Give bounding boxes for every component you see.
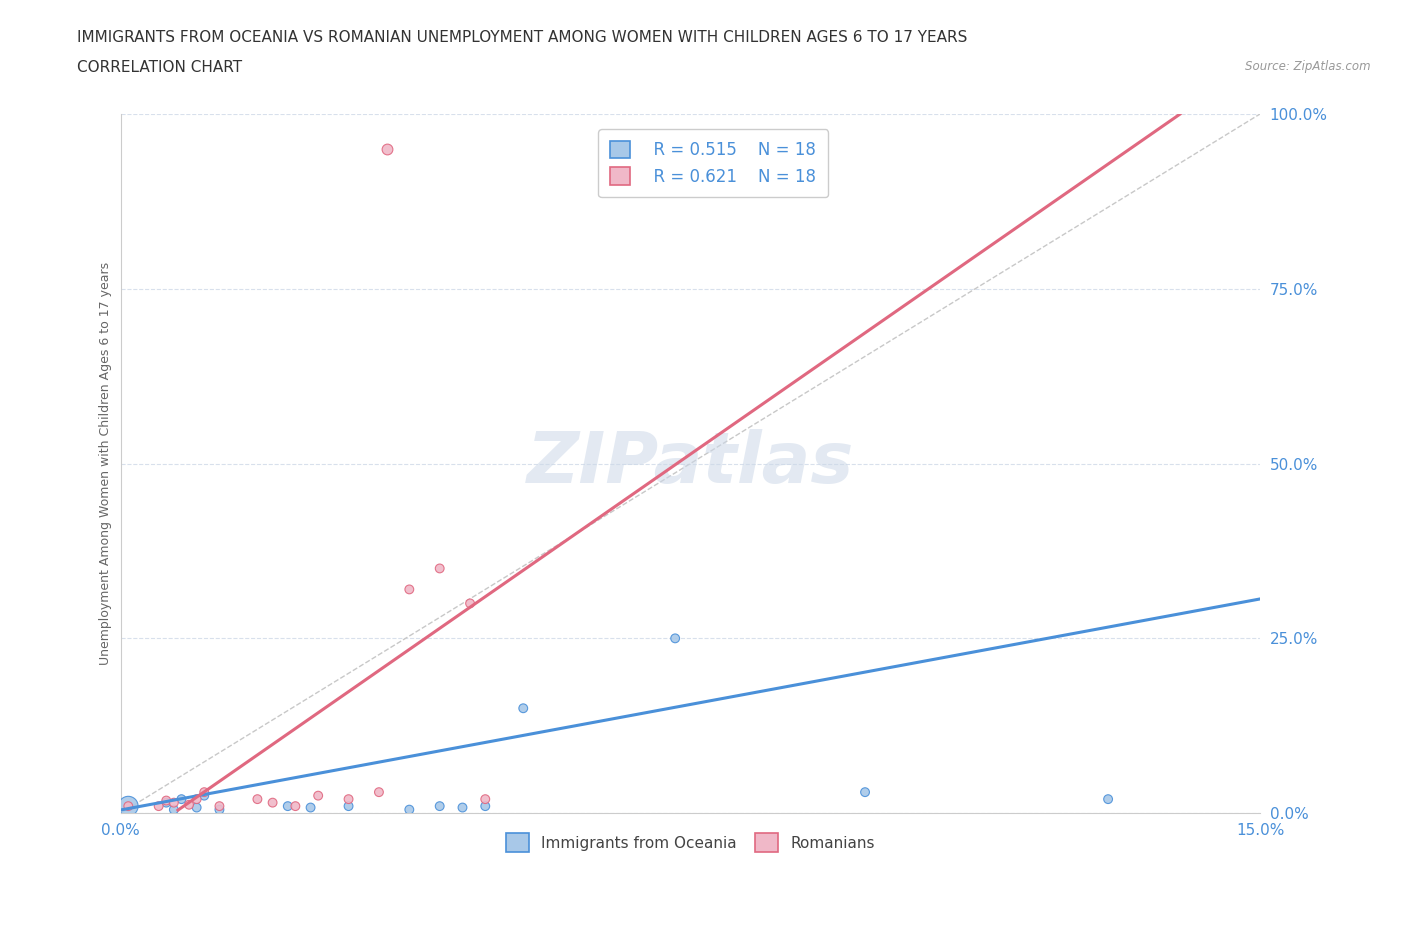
Point <box>458 596 481 611</box>
Point <box>163 795 186 810</box>
Point <box>451 800 474 815</box>
Point <box>186 800 208 815</box>
Point <box>117 799 139 814</box>
Point <box>429 799 451 814</box>
Text: Source: ZipAtlas.com: Source: ZipAtlas.com <box>1246 60 1371 73</box>
Point <box>398 582 420 597</box>
Point <box>262 795 284 810</box>
Point <box>193 789 215 804</box>
Point <box>474 799 496 814</box>
Point <box>246 791 269 806</box>
Point <box>512 701 534 716</box>
Point <box>177 797 200 812</box>
Point <box>155 793 177 808</box>
Point <box>155 795 177 810</box>
Point <box>337 791 360 806</box>
Point <box>1097 791 1119 806</box>
Text: IMMIGRANTS FROM OCEANIA VS ROMANIAN UNEMPLOYMENT AMONG WOMEN WITH CHILDREN AGES : IMMIGRANTS FROM OCEANIA VS ROMANIAN UNEM… <box>77 30 967 45</box>
Point <box>474 791 496 806</box>
Point <box>657 135 679 150</box>
Point <box>208 799 231 814</box>
Point <box>337 799 360 814</box>
Point <box>170 791 193 806</box>
Text: ZIPatlas: ZIPatlas <box>527 429 853 498</box>
Point <box>664 631 686 645</box>
Point <box>375 141 398 156</box>
Point <box>429 561 451 576</box>
Point <box>117 799 139 814</box>
Point <box>853 785 876 800</box>
Point <box>398 803 420 817</box>
Point <box>208 803 231 817</box>
Point <box>277 799 299 814</box>
Point <box>284 799 307 814</box>
Point <box>186 791 208 806</box>
Text: CORRELATION CHART: CORRELATION CHART <box>77 60 242 75</box>
Point <box>148 799 170 814</box>
Point <box>163 803 186 817</box>
Legend: Immigrants from Oceania, Romanians: Immigrants from Oceania, Romanians <box>501 827 880 858</box>
Y-axis label: Unemployment Among Women with Children Ages 6 to 17 years: Unemployment Among Women with Children A… <box>100 262 112 665</box>
Point <box>307 789 329 804</box>
Point <box>193 785 215 800</box>
Point <box>299 800 322 815</box>
Point <box>368 785 391 800</box>
